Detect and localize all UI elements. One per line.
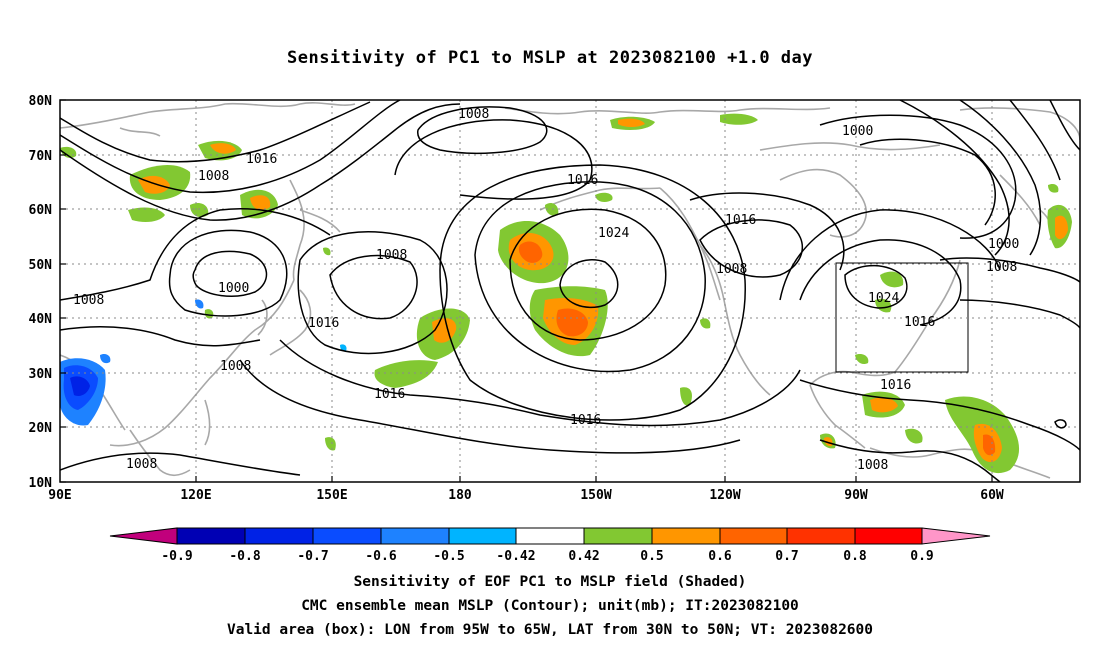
colorbar-cell [786,527,856,545]
lat-label: 10N [29,476,53,491]
colorbar-cell [380,527,450,545]
colorbar-cell [854,527,923,545]
contour-label-group: 1008 1016 1008 1016 1024 1016 1000 1000 … [73,107,1019,473]
colorbar-label: 0.6 [708,549,732,564]
contour-label: 1008 [986,260,1017,275]
contour-label: 1016 [570,413,601,428]
colorbar-label: -0.7 [297,549,328,564]
colorbar-cell [312,527,382,545]
contour-label: 1008 [73,293,104,308]
colorbar-label: 0.42 [568,549,599,564]
colorbar-label: 0.5 [640,549,663,564]
lon-label: 120E [180,488,211,503]
colorbar-label: -0.9 [161,549,192,564]
contour-label: 1016 [725,213,756,228]
lon-label: 120W [709,488,740,503]
contour-label: 1008 [716,262,747,277]
lat-labels: 80N 70N 60N 50N 40N 30N 20N 10N [29,94,53,491]
map-area: 1008 1016 1008 1016 1024 1016 1000 1000 … [60,100,1080,482]
contour-label: 1000 [988,237,1019,252]
contour-label: 1008 [220,359,251,374]
contour-label: 1000 [842,124,873,139]
colorbar-cell [176,527,246,545]
contour-label: 1016 [880,378,911,393]
contour-label: 1016 [246,152,277,167]
lon-label: 90E [48,488,71,503]
lat-label: 80N [29,94,53,109]
lat-label: 70N [29,149,53,164]
contour-label: 1008 [376,248,407,263]
lon-label: 90W [844,488,868,503]
lon-label: 150E [316,488,347,503]
colorbar-label: -0.42 [496,549,535,564]
lon-label: 60W [980,488,1004,503]
colorbar-labels: -0.9 -0.8 -0.7 -0.6 -0.5 -0.42 0.42 0.5 … [161,549,933,564]
contour-label: 1000 [218,281,249,296]
colorbar-label: -0.6 [365,549,396,564]
colorbar-cell [244,527,314,545]
sensitivity-shading [60,113,1072,474]
colorbar-cell [719,527,788,545]
contour-label: 1008 [458,107,489,122]
contour-label: 1008 [857,458,888,473]
map-frame [59,99,1081,483]
lat-label: 40N [29,312,53,327]
lon-labels: 90E 120E 150E 180 150W 120W 90W 60W [48,488,1004,503]
map-title: Sensitivity of PC1 to MSLP at 2023082100… [286,48,813,68]
lon-label: 180 [448,488,472,503]
contour-label: 1016 [308,316,339,331]
lat-label: 30N [29,367,53,382]
colorbar-cell [651,527,721,545]
colorbar-cell [583,527,653,545]
contour-label: 1008 [198,169,229,184]
contour-label: 1016 [374,387,405,402]
contour-label: 1024 [598,226,629,241]
lat-label: 60N [29,203,53,218]
colorbar-low-arrow [109,527,178,545]
lat-label: 20N [29,421,53,436]
colorbar-label: -0.8 [229,549,260,564]
contour-label: 1016 [567,173,598,188]
footer-line-3: Valid area (box): LON from 95W to 65W, L… [226,622,873,638]
contour-label: 1024 [868,291,899,306]
colorbar [109,527,991,545]
lat-label: 50N [29,258,53,273]
colorbar-high-arrow [921,527,991,545]
pressure-contours [60,100,1080,482]
contour-label: 1016 [904,315,935,330]
colorbar-label: -0.5 [433,549,464,564]
lon-label: 150W [580,488,611,503]
colorbar-cell [515,527,585,545]
colorbar-label: 0.8 [843,549,867,564]
tick-marks [60,99,993,483]
footer-line-2: CMC ensemble mean MSLP (Contour); unit(m… [301,598,799,614]
footer-line-1: Sensitivity of EOF PC1 to MSLP field (Sh… [353,574,747,590]
colorbar-label: 0.7 [775,549,798,564]
colorbar-cell [448,527,517,545]
contour-label: 1008 [126,457,157,472]
colorbar-label: 0.9 [910,549,933,564]
